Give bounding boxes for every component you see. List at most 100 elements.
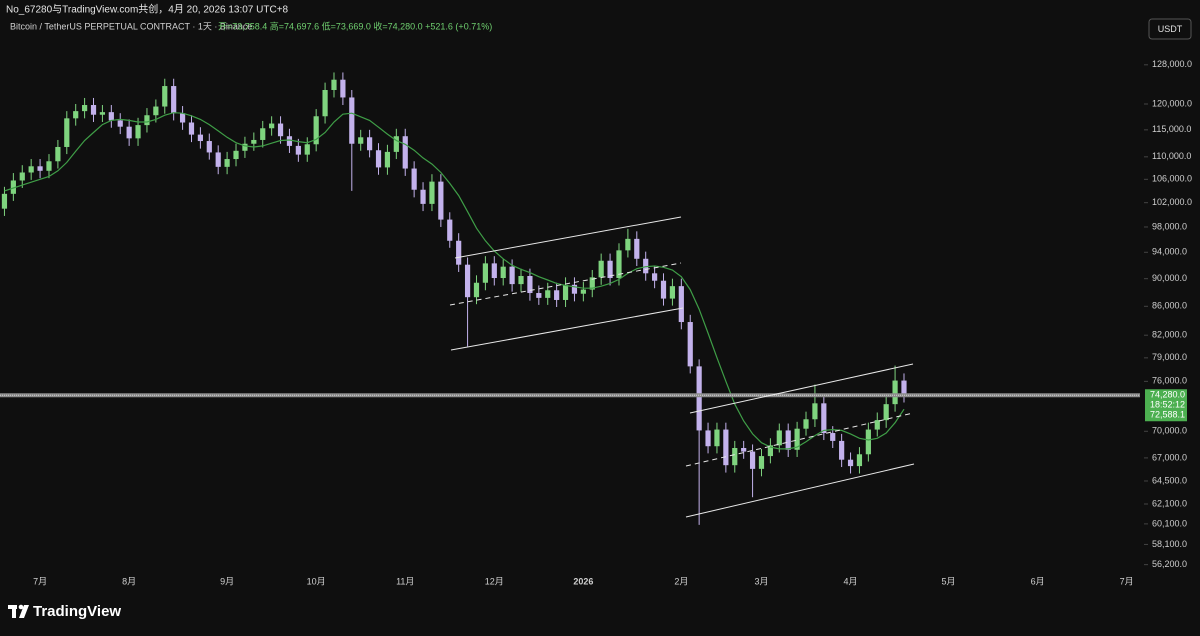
y-tick-label: 58,100.0 <box>1152 539 1187 549</box>
candle-body <box>233 150 239 160</box>
x-tick-label: 8月 <box>122 576 136 586</box>
y-tick-label: 98,000.0 <box>1152 221 1187 231</box>
y-tick-label: 110,000.0 <box>1152 151 1191 161</box>
y-tick-label: 106,000.0 <box>1152 174 1192 184</box>
candle-body <box>527 275 533 294</box>
candle-body <box>375 150 382 168</box>
candle-body <box>660 280 667 299</box>
brand: TradingView <box>33 603 121 620</box>
candle-body <box>19 172 25 181</box>
candle-body <box>135 125 141 139</box>
candle-body <box>652 273 658 281</box>
candle-body <box>277 123 284 137</box>
currency[interactable]: USDT <box>1158 24 1183 34</box>
candle-body <box>536 293 542 298</box>
candle-body <box>242 143 248 151</box>
candle-body <box>456 240 462 265</box>
candle-body <box>153 106 159 116</box>
candle-body <box>313 116 319 145</box>
candle-body <box>705 430 711 447</box>
x-tick-label: 2026 <box>573 576 593 586</box>
candle-body <box>554 290 560 300</box>
y-tick-label: 86,000.0 <box>1152 301 1187 311</box>
y-tick-label: 60,100.0 <box>1152 518 1187 528</box>
candle-body <box>482 263 488 283</box>
candle-body <box>420 189 426 204</box>
candle-body <box>473 282 480 298</box>
channel-lower <box>450 307 684 351</box>
candle-body <box>491 263 497 279</box>
candle-body <box>286 136 293 146</box>
channel-upper <box>454 216 682 259</box>
candle-body <box>518 275 524 285</box>
candle-body <box>224 159 230 167</box>
y-tick-label: 82,000.0 <box>1152 330 1187 340</box>
candle-body <box>464 264 471 298</box>
candle-body <box>598 260 604 278</box>
candle-body <box>260 128 266 140</box>
candle-body <box>625 238 631 251</box>
y-tick-label: 67,000.0 <box>1152 452 1187 462</box>
candle-body <box>55 146 61 162</box>
candle-body <box>580 289 586 294</box>
y-tick-label: 94,000.0 <box>1152 247 1187 257</box>
logo-part <box>12 605 16 618</box>
x-tick-label: 2月 <box>674 576 688 586</box>
candle-body <box>589 277 595 290</box>
candle-body <box>847 459 854 467</box>
y-tick-label: 64,500.0 <box>1152 475 1187 485</box>
candle-body <box>856 454 863 467</box>
y-tick-label: 70,000.0 <box>1152 426 1187 436</box>
candle-body <box>669 286 676 299</box>
channel-drawings <box>449 216 915 518</box>
candle-body <box>179 113 186 123</box>
candle-body <box>188 122 195 135</box>
candle-body <box>785 430 791 450</box>
x-tick-label: 11月 <box>396 576 414 586</box>
candle-body <box>509 266 515 285</box>
candle-body <box>1 193 8 209</box>
channel-lower <box>685 463 915 518</box>
price-tag-label: 72,588.1 <box>1150 410 1185 420</box>
x-tick-label: 12月 <box>485 576 504 586</box>
candle-body <box>73 111 79 119</box>
candle-body <box>794 428 800 450</box>
candle-body <box>367 137 373 151</box>
candle-body <box>295 145 301 155</box>
candle-body <box>643 258 649 274</box>
moving-average <box>4 112 905 450</box>
x-tick-label: 9月 <box>220 576 234 586</box>
y-tick-label: 115,000.0 <box>1152 124 1191 134</box>
candle-body <box>732 448 738 466</box>
candle-body <box>438 181 444 220</box>
candle-body <box>839 440 845 460</box>
candle-body <box>197 134 203 142</box>
y-tick-label: 102,000.0 <box>1152 197 1192 207</box>
candle-body <box>767 445 773 457</box>
candle-body <box>447 219 453 241</box>
candle-body <box>758 456 765 469</box>
y-tick-label: 62,100.0 <box>1152 498 1187 508</box>
candle-body <box>821 403 827 434</box>
candle-body <box>144 115 150 126</box>
candle-body <box>607 260 613 279</box>
candle-body <box>562 284 569 300</box>
candle-body <box>892 380 898 405</box>
candle-body <box>393 136 399 152</box>
candle-body <box>215 152 221 167</box>
candle-body <box>304 144 310 155</box>
candle-body <box>545 290 551 298</box>
candle-body <box>571 284 578 294</box>
candle-body <box>812 403 818 420</box>
x-tick-label: 7月 <box>33 576 47 586</box>
candle-body <box>37 166 43 171</box>
candle-body <box>171 86 177 114</box>
candle-body <box>28 166 34 173</box>
candle-body <box>108 112 114 121</box>
candle-body <box>10 180 16 194</box>
candle-body <box>64 118 70 147</box>
currency-box[interactable] <box>1148 18 1192 40</box>
candle-body <box>776 430 782 446</box>
